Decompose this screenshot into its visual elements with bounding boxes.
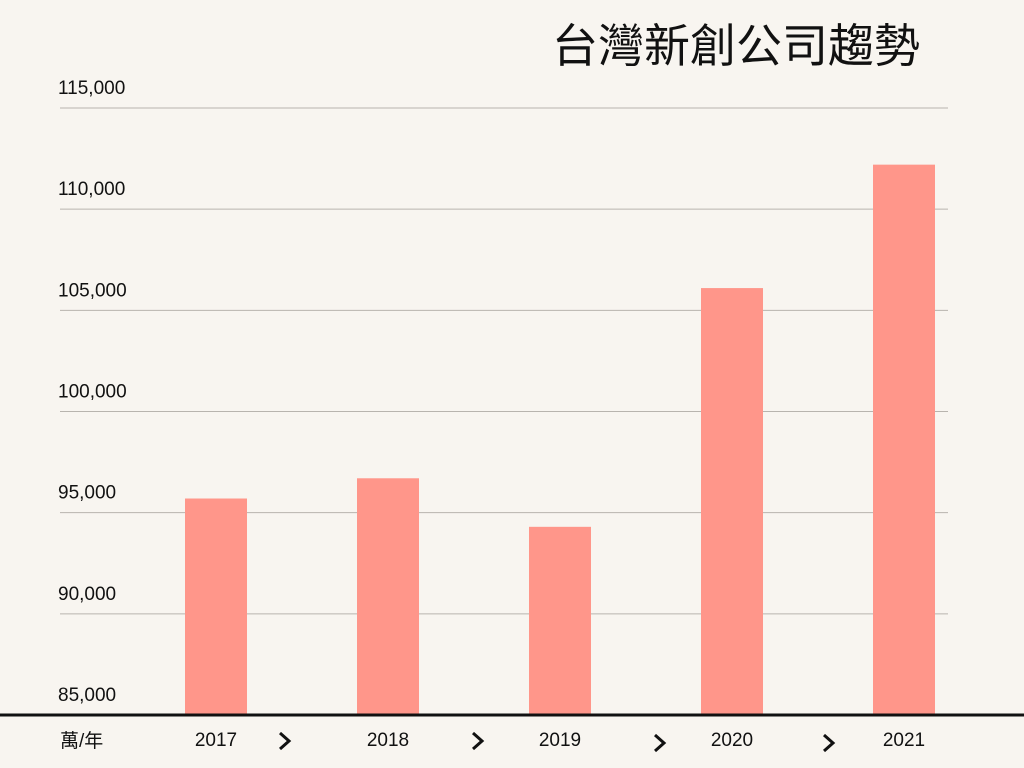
bar	[701, 288, 763, 715]
chevron	[823, 733, 836, 753]
y-tick-label: 110,000	[58, 179, 125, 200]
y-tick-label: 105,000	[58, 280, 127, 301]
bar	[185, 498, 247, 715]
x-tick-label: 2017	[195, 730, 237, 751]
x-tick-label: 2019	[539, 730, 581, 751]
y-tick-label: 115,000	[58, 78, 125, 99]
chevron	[279, 731, 292, 751]
x-tick-label: 2021	[883, 730, 925, 751]
bar	[529, 526, 591, 715]
y-tick-label: 90,000	[58, 584, 116, 605]
y-tick-label: 85,000	[58, 685, 116, 706]
x-tick-label: 2020	[711, 730, 753, 751]
separators	[279, 731, 836, 753]
chevron	[472, 731, 485, 751]
chart-title: 台灣新創公司趨勢	[552, 19, 920, 73]
unit-label: 萬/年	[60, 730, 103, 752]
bar	[873, 164, 935, 716]
y-tick-label: 95,000	[58, 483, 116, 504]
chevron	[654, 733, 667, 753]
x-tick-label: 2018	[367, 730, 409, 751]
y-tick-label: 100,000	[58, 382, 127, 403]
bar	[357, 478, 419, 715]
